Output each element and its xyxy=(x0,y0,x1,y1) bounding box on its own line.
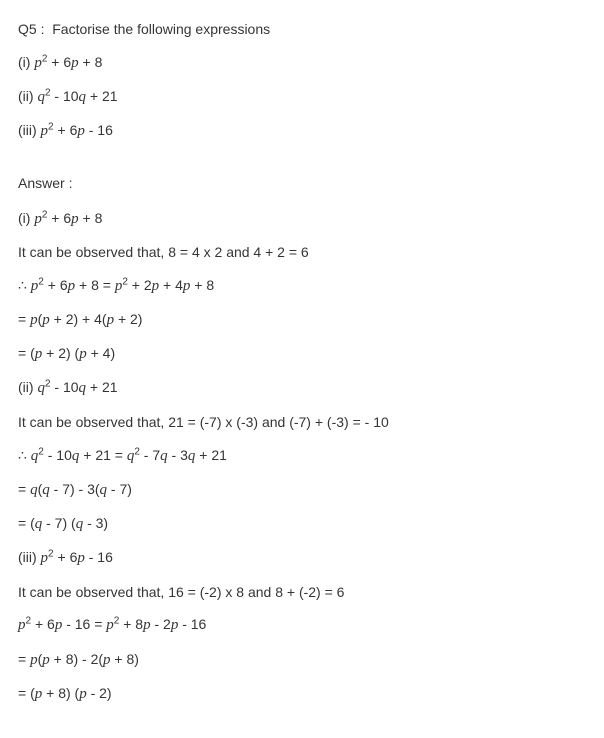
question-number: Q5 : xyxy=(18,21,44,37)
solution-step: = p(p + 8) - 2(p + 8) xyxy=(18,650,586,670)
question-parts: (i) p2 + 6p + 8 (ii) q2 - 10q + 21 (iii) p… xyxy=(18,53,586,142)
solution-step: p2 + 6p - 16 = p2 + 8p - 2p - 16 xyxy=(18,615,586,635)
solution-step: = p(p + 2) + 4(p + 2) xyxy=(18,310,586,330)
solution-step: It can be observed that, 21 = (-7) x (-3… xyxy=(18,413,586,432)
solution-step: It can be observed that, 16 = (-2) x 8 a… xyxy=(18,583,586,602)
solution-step: ∴ q2 - 10q + 21 = q2 - 7q - 3q + 21 xyxy=(18,446,586,466)
solution-step: = (p + 8) (p - 2) xyxy=(18,684,586,704)
question-part: (ii) q2 - 10q + 21 xyxy=(18,87,586,107)
solution-step: = (p + 2) (p + 4) xyxy=(18,344,586,364)
solution-heading: (iii) p2 + 6p - 16 xyxy=(18,548,586,568)
solution-step: It can be observed that, 8 = 4 x 2 and 4… xyxy=(18,243,586,262)
solution-heading: (ii) q2 - 10q + 21 xyxy=(18,378,586,398)
solution-heading: (i) p2 + 6p + 8 xyxy=(18,209,586,229)
solution-step: ∴ p2 + 6p + 8 = p2 + 2p + 4p + 8 xyxy=(18,276,586,296)
solution-step: = q(q - 7) - 3(q - 7) xyxy=(18,480,586,500)
question-prompt: Factorise the following expressions xyxy=(52,21,270,37)
question-part: (iii) p2 + 6p - 16 xyxy=(18,121,586,141)
solution-step: = (q - 7) (q - 3) xyxy=(18,514,586,534)
question-header: Q5 : Factorise the following expressions xyxy=(18,20,586,39)
question-part: (i) p2 + 6p + 8 xyxy=(18,53,586,73)
solutions-container: (i) p2 + 6p + 8 It can be observed that, … xyxy=(18,209,586,705)
answer-label: Answer : xyxy=(18,174,586,193)
